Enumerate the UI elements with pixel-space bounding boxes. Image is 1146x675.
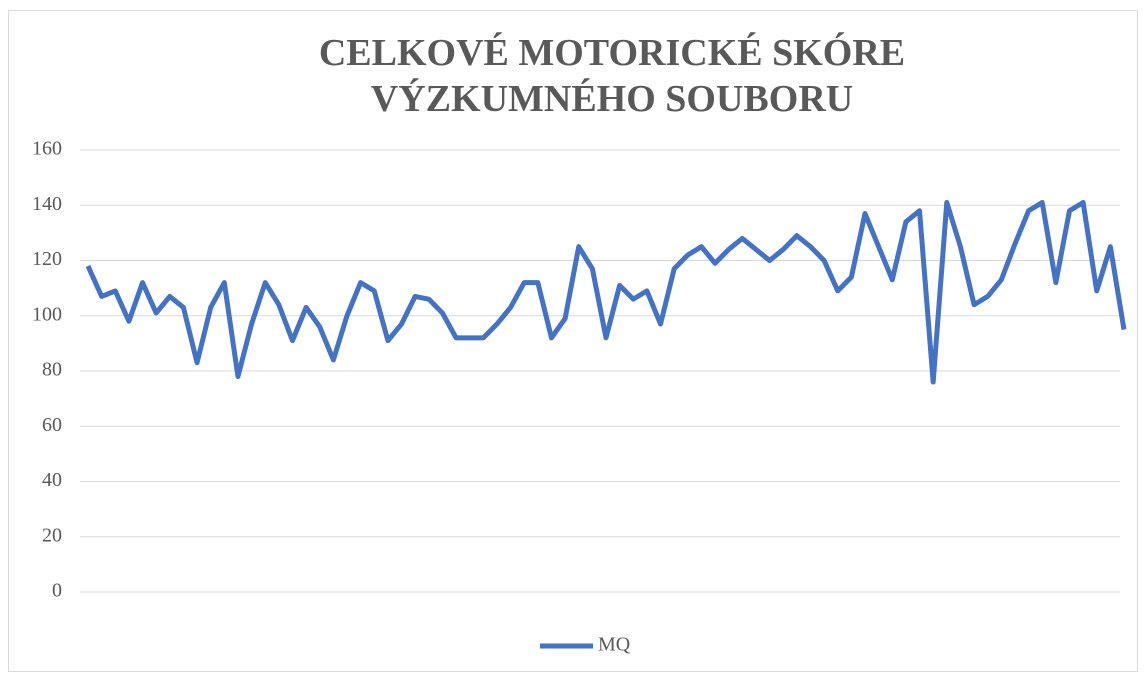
y-tick-label: 100 [32, 303, 62, 325]
y-tick-label: 60 [42, 414, 62, 436]
legend-label: MQ [598, 634, 631, 656]
y-tick-label: 20 [42, 524, 62, 546]
y-tick-label: 80 [42, 359, 62, 381]
y-tick-label: 120 [32, 248, 62, 270]
chart-title: CELKOVÉ MOTORICKÉ SKÓRE VÝZKUMNÉHO SOUBO… [318, 32, 906, 120]
y-tick-label: 40 [42, 469, 62, 491]
data-line [85, 199, 1127, 385]
chart-frame [8, 10, 1138, 672]
y-tick-label: 160 [32, 138, 62, 160]
y-tick-label: 140 [32, 193, 62, 215]
y-tick-label: 0 [52, 580, 62, 602]
